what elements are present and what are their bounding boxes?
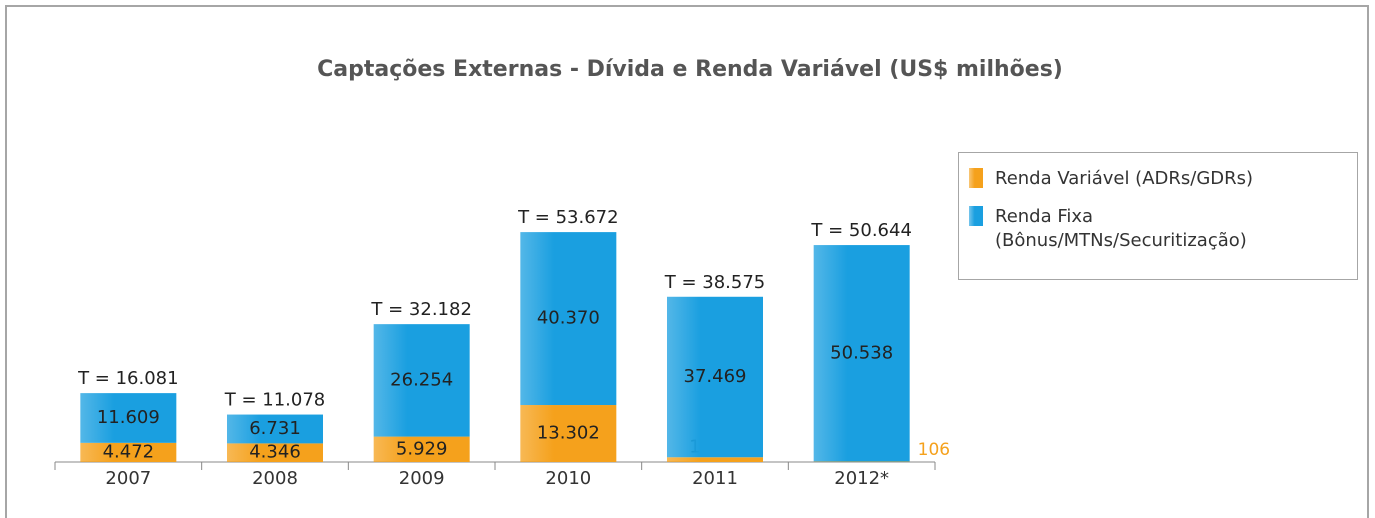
x-tick-label: 2007 [105, 468, 151, 489]
x-tick-label: 2012* [834, 468, 889, 489]
value-label: 5.929 [396, 438, 448, 459]
bar-segment [667, 457, 763, 462]
legend-label: Renda Fixa (Bônus/MTNs/Securitização) [995, 206, 1247, 251]
total-label: T = 50.644 [810, 220, 912, 241]
bar-segment [813, 245, 910, 462]
value-label: 37.469 [684, 366, 747, 387]
bar-segment [227, 443, 323, 462]
value-label: 4.346 [249, 442, 301, 463]
value-label: 50.538 [830, 342, 893, 363]
frame [5, 5, 1369, 518]
total-label: T = 38.575 [664, 272, 766, 293]
bar-segment [667, 296, 763, 458]
legend-label: Renda Variável (ADRs/GDRs) [995, 168, 1254, 189]
value-label: 106 [918, 440, 950, 460]
value-label: 26.254 [390, 369, 453, 390]
value-label: 11.609 [97, 407, 160, 428]
bar-segment [227, 414, 323, 444]
x-tick-label: 2010 [545, 468, 591, 489]
value-label: 13.302 [537, 423, 600, 444]
x-tick-label: 2008 [252, 468, 298, 489]
total-label: T = 16.081 [77, 368, 179, 389]
bar-segment [520, 232, 617, 406]
bar-segment [80, 442, 177, 462]
legend-item: Renda Variável (ADRs/GDRs) [969, 167, 1347, 191]
legend-swatch [969, 168, 983, 188]
total-label: T = 11.078 [224, 390, 326, 411]
x-tick-label: 2009 [399, 468, 445, 489]
legend: Renda Variável (ADRs/GDRs) Renda Fixa (Bô… [958, 152, 1358, 280]
bar-segment [373, 436, 470, 462]
bar-segment [80, 393, 177, 443]
legend-swatch [969, 206, 983, 226]
bar-segment [520, 405, 617, 462]
legend-item: Renda Fixa (Bônus/MTNs/Securitização) [969, 205, 1347, 253]
bar-segment [373, 324, 470, 437]
value-label: 4.472 [103, 441, 155, 462]
value-label: 40.370 [537, 308, 600, 329]
chart-title: Captações Externas - Dívida e Renda Vari… [317, 57, 1063, 82]
x-tick-label: 2011 [692, 468, 738, 489]
value-label: 6.731 [249, 418, 301, 439]
total-label: T = 53.672 [517, 207, 619, 228]
total-label: T = 32.182 [370, 299, 472, 320]
